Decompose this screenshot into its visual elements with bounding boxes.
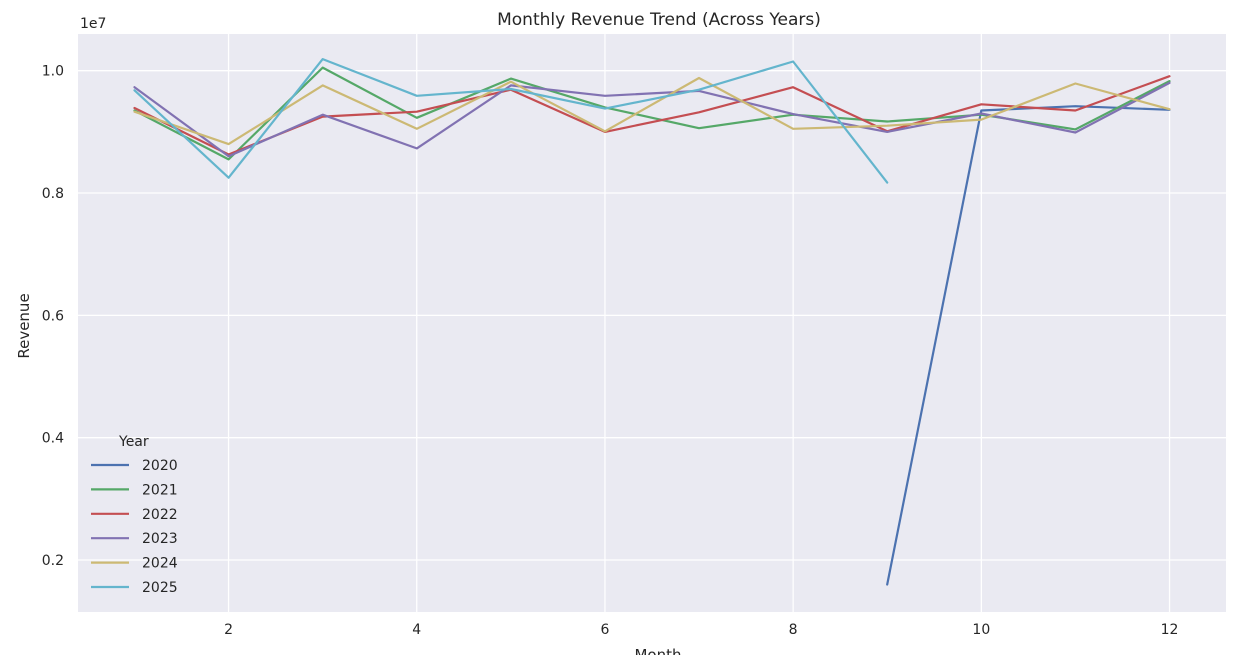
legend-label-2025: 2025 bbox=[142, 580, 178, 596]
x-tick-label: 12 bbox=[1161, 622, 1179, 638]
legend-label-2022: 2022 bbox=[142, 507, 178, 523]
x-tick-label: 2 bbox=[224, 622, 233, 638]
x-tick-label: 10 bbox=[972, 622, 990, 638]
y-tick-label: 0.4 bbox=[42, 431, 64, 447]
series-line-2025 bbox=[133, 57, 889, 184]
plot-background bbox=[78, 34, 1226, 612]
y-tick-label: 0.6 bbox=[42, 308, 64, 324]
chart-title: Monthly Revenue Trend (Across Years) bbox=[497, 10, 821, 30]
y-offset-label: 1e7 bbox=[80, 16, 106, 32]
legend-label-2021: 2021 bbox=[142, 482, 178, 498]
series-lines bbox=[133, 57, 1171, 586]
y-tick-label: 0.2 bbox=[42, 553, 64, 569]
y-axis-title: Revenue bbox=[15, 293, 33, 358]
y-tick-label: 1.0 bbox=[42, 64, 64, 80]
x-tick-label: 6 bbox=[600, 622, 609, 638]
x-tick-label: 8 bbox=[789, 622, 798, 638]
y-tick-label: 0.8 bbox=[42, 186, 64, 202]
legend: Year 2020 2021 2022 2023 2024 2025 bbox=[91, 434, 178, 596]
x-tick-label: 4 bbox=[412, 622, 421, 638]
series-line-2022 bbox=[133, 75, 1171, 156]
x-axis-title: Month bbox=[634, 646, 681, 655]
y-axis-ticks: 0.2 0.4 0.6 0.8 1.0 bbox=[42, 64, 64, 569]
legend-label-2024: 2024 bbox=[142, 556, 178, 572]
legend-label-2023: 2023 bbox=[142, 531, 178, 547]
series-line-2024 bbox=[133, 76, 1171, 146]
legend-label-2020: 2020 bbox=[142, 458, 178, 474]
series-line-2023 bbox=[133, 81, 1171, 158]
x-axis-ticks: 2 4 6 8 10 12 bbox=[224, 622, 1178, 638]
legend-title: Year bbox=[118, 434, 149, 450]
